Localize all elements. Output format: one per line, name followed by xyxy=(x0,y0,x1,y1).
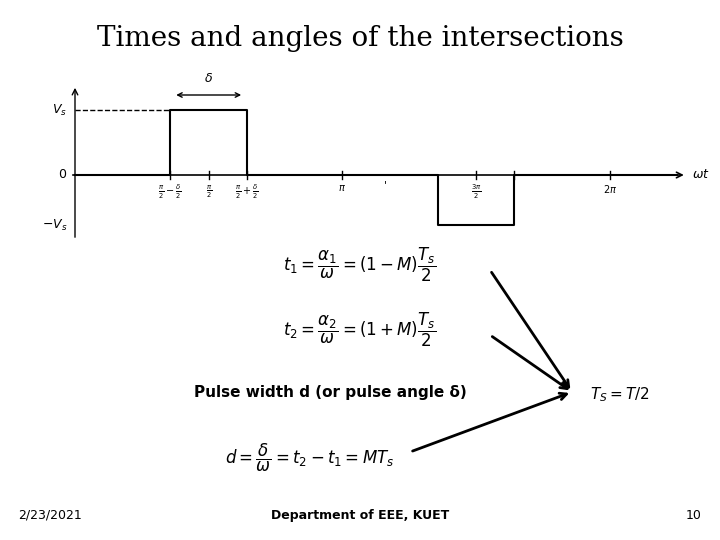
Text: Pulse width d (or pulse angle δ): Pulse width d (or pulse angle δ) xyxy=(194,384,467,400)
Text: $t_1 = \dfrac{\alpha_1}{\omega} = (1-M)\dfrac{T_s}{2}$: $t_1 = \dfrac{\alpha_1}{\omega} = (1-M)\… xyxy=(284,246,436,284)
Text: Times and angles of the intersections: Times and angles of the intersections xyxy=(96,25,624,52)
Text: ': ' xyxy=(383,180,387,190)
Text: 2/23/2021: 2/23/2021 xyxy=(18,509,82,522)
Text: $t_2 = \dfrac{\alpha_2}{\omega} = (1+M)\dfrac{T_s}{2}$: $t_2 = \dfrac{\alpha_2}{\omega} = (1+M)\… xyxy=(284,311,436,349)
Text: $\omega t$: $\omega t$ xyxy=(692,168,709,181)
Text: $\frac{3\pi}{2}$: $\frac{3\pi}{2}$ xyxy=(471,183,482,201)
Text: $\frac{\pi}{2}-\frac{\delta}{2}$: $\frac{\pi}{2}-\frac{\delta}{2}$ xyxy=(158,183,182,201)
Text: $\delta$: $\delta$ xyxy=(204,72,213,85)
Text: Department of EEE, KUET: Department of EEE, KUET xyxy=(271,509,449,522)
Text: $0$: $0$ xyxy=(58,168,67,181)
Text: $\frac{\pi}{2}+\frac{\delta}{2}$: $\frac{\pi}{2}+\frac{\delta}{2}$ xyxy=(235,183,259,201)
Text: 10: 10 xyxy=(686,509,702,522)
Text: $d = \dfrac{\delta}{\omega} = t_2 - t_1 = MT_s$: $d = \dfrac{\delta}{\omega} = t_2 - t_1 … xyxy=(225,442,395,474)
Text: $2\pi$: $2\pi$ xyxy=(603,183,617,195)
Text: $\frac{\pi}{2}$: $\frac{\pi}{2}$ xyxy=(205,183,212,200)
Text: $V_s$: $V_s$ xyxy=(52,103,67,118)
Text: $T_S = T/2$: $T_S = T/2$ xyxy=(590,386,649,404)
Text: $\pi$: $\pi$ xyxy=(338,183,346,193)
Text: $-V_s$: $-V_s$ xyxy=(42,218,67,233)
